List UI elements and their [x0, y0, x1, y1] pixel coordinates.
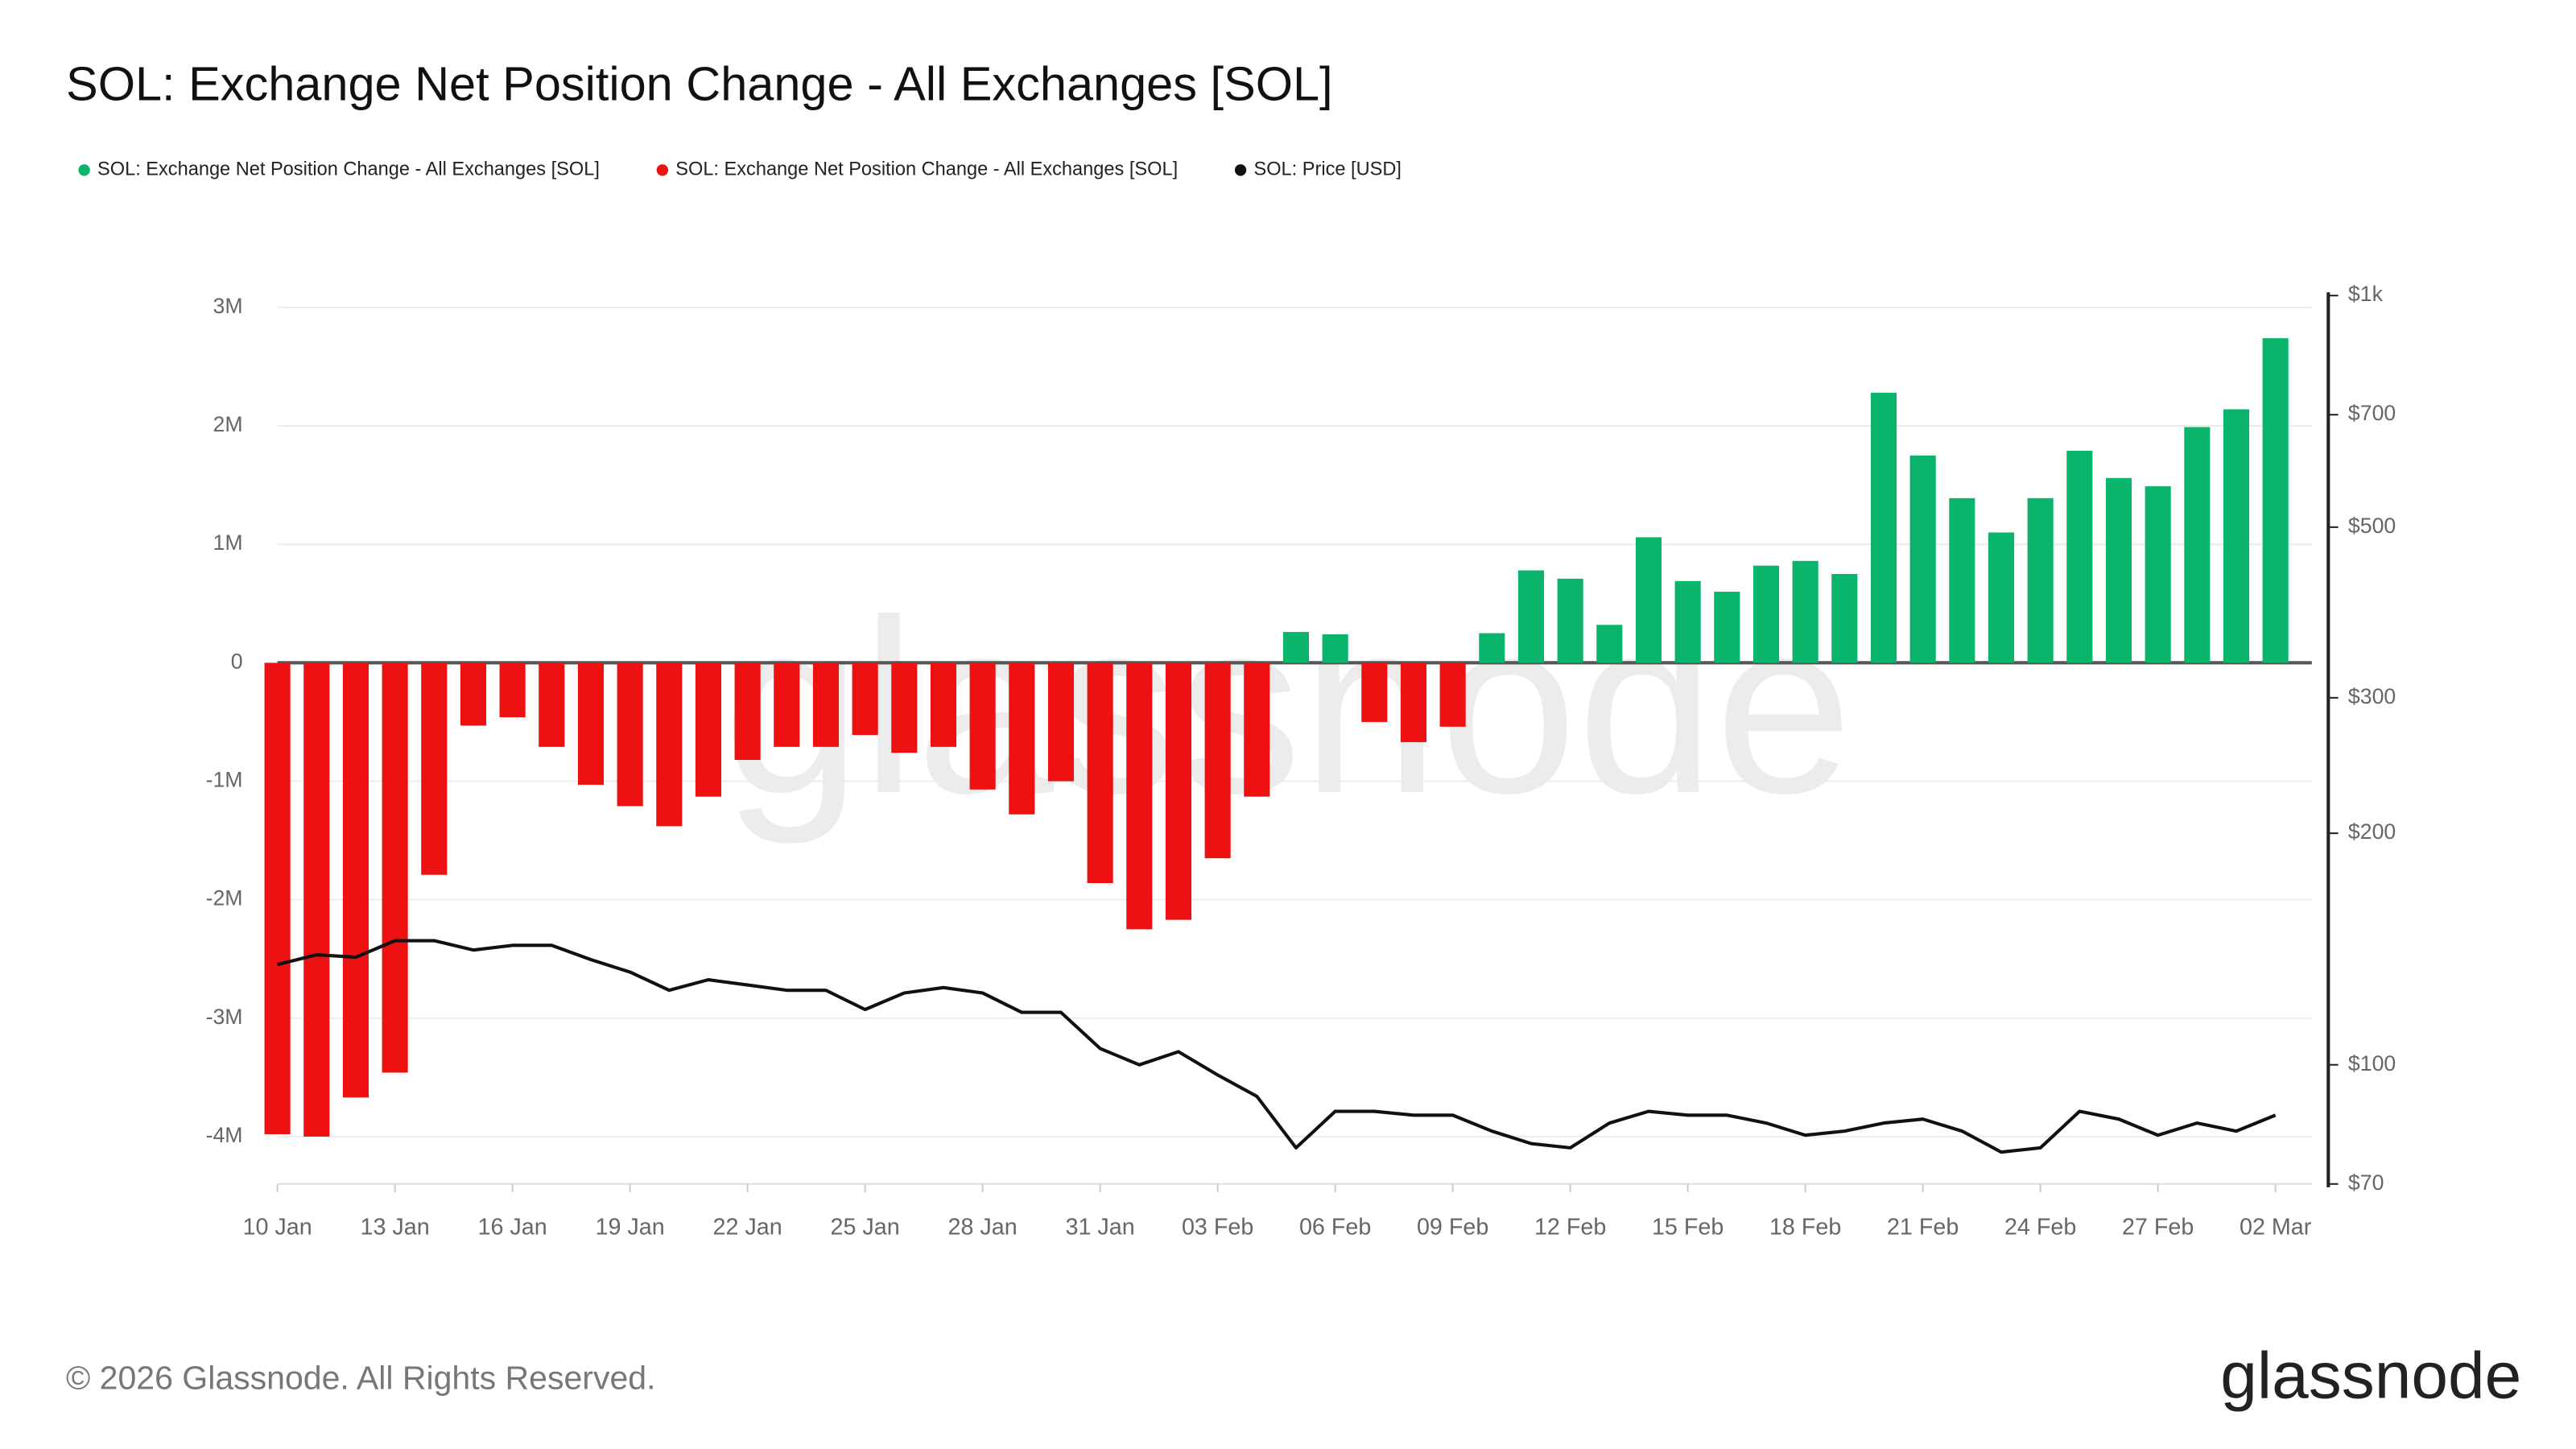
y2-tick-label: $200 [2348, 819, 2396, 844]
y2-tick-label: $100 [2348, 1051, 2396, 1075]
x-tick-label: 15 Feb [1652, 1215, 1724, 1241]
bar [2105, 477, 2132, 663]
bar [852, 663, 878, 736]
chart-title: SOL: Exchange Net Position Change - All … [66, 56, 1333, 110]
x-tick-label: 13 Jan [361, 1215, 430, 1241]
x-tick-label: 19 Jan [596, 1215, 665, 1241]
bar [2145, 486, 2171, 663]
bar [1126, 663, 1153, 930]
y-tick-label: -3M [206, 1005, 243, 1029]
bar [891, 663, 918, 753]
bar [1831, 573, 1858, 663]
legend-label: SOL: Exchange Net Position Change - All … [675, 159, 1178, 180]
bar [1361, 663, 1388, 722]
bar [1557, 578, 1583, 663]
bar [1792, 560, 1818, 663]
x-tick-label: 18 Feb [1769, 1215, 1841, 1241]
y-tick-label: 1M [213, 530, 243, 555]
bar [774, 663, 800, 747]
bar [1909, 455, 1936, 663]
legend-marker [78, 164, 90, 176]
x-tick-label: 24 Feb [2004, 1215, 2076, 1241]
bar [695, 663, 722, 797]
y2-tick-label: $300 [2348, 684, 2396, 708]
bar [617, 663, 643, 807]
x-tick-label: 12 Feb [1534, 1215, 1606, 1241]
y-tick-label: -2M [206, 886, 243, 910]
y-tick-label: 0 [231, 649, 243, 673]
x-tick-label: 25 Jan [831, 1215, 900, 1241]
bar [1165, 663, 1192, 920]
bar [1949, 497, 1975, 663]
x-tick-label: 02 Mar [2240, 1215, 2312, 1241]
bar [303, 663, 330, 1137]
y-tick-label: 2M [213, 412, 243, 436]
bar [2066, 450, 2093, 663]
bar [2027, 497, 2054, 663]
bar [1047, 663, 1075, 782]
bar [1400, 663, 1427, 742]
bar [1517, 570, 1545, 663]
bar [2184, 427, 2211, 663]
bar [2262, 338, 2289, 663]
bar [1204, 663, 1231, 859]
bar [1087, 663, 1113, 884]
bar [812, 663, 840, 747]
bar [1635, 537, 1662, 663]
bar [460, 663, 487, 726]
x-tick-label: 06 Feb [1299, 1215, 1371, 1241]
x-tick-label: 22 Jan [713, 1215, 782, 1241]
bar [499, 663, 526, 718]
y-tick-label: 3M [213, 294, 243, 318]
bar [382, 663, 408, 1073]
y2-tick-label: $1k [2348, 282, 2384, 306]
price-line [277, 939, 2277, 1154]
x-tick-label: 03 Feb [1182, 1215, 1253, 1241]
legend-marker [1234, 164, 1247, 176]
y-tick-label: -4M [206, 1123, 243, 1147]
bar [264, 663, 291, 1134]
logo: glassnode [2220, 1340, 2521, 1413]
x-tick-label: 28 Jan [948, 1215, 1018, 1241]
x-tick-label: 10 Jan [243, 1215, 312, 1241]
bar [1752, 565, 1780, 663]
bar [1322, 634, 1348, 663]
bar [421, 663, 448, 875]
y-tick-label: -1M [206, 768, 243, 792]
bar [1674, 580, 1701, 663]
bar [930, 663, 957, 747]
y2-tick-label: $70 [2348, 1170, 2384, 1195]
bar [1282, 632, 1310, 663]
bar [1244, 663, 1270, 797]
bar [539, 663, 565, 747]
bar [1870, 392, 1897, 663]
legend-marker [656, 164, 669, 176]
footer: © 2026 Glassnode. All Rights Reserved. [66, 1360, 655, 1397]
bar [577, 663, 605, 785]
y2-tick-label: $700 [2348, 401, 2396, 425]
bar [656, 663, 683, 827]
x-tick-label: 16 Jan [478, 1215, 547, 1241]
x-tick-label: 09 Feb [1417, 1215, 1488, 1241]
x-tick-label: 21 Feb [1887, 1215, 1959, 1241]
bar [1714, 592, 1740, 663]
legend-label: SOL: Price [USD] [1253, 159, 1401, 180]
x-tick-label: 31 Jan [1066, 1215, 1135, 1241]
bar [1988, 532, 2015, 663]
bar [734, 663, 761, 760]
bar [1479, 633, 1505, 663]
x-tick-label: 27 Feb [2122, 1215, 2194, 1241]
bar [969, 663, 996, 790]
bar [2223, 409, 2250, 663]
bar [1439, 663, 1466, 727]
y2-tick-label: $500 [2348, 514, 2396, 538]
bar [1009, 663, 1035, 815]
bar [342, 663, 369, 1098]
legend-label: SOL: Exchange Net Position Change - All … [97, 159, 600, 180]
bar [1596, 625, 1623, 663]
